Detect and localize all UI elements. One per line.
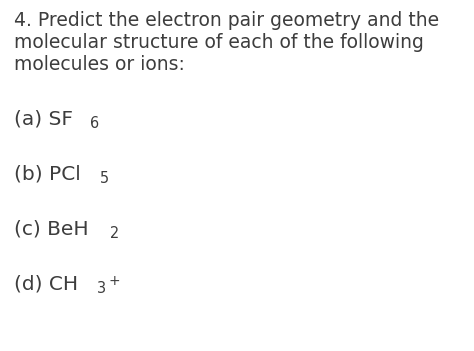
Text: molecular structure of each of the following: molecular structure of each of the follo… (14, 33, 424, 52)
Text: 6: 6 (90, 116, 99, 131)
Text: (c) BeH: (c) BeH (14, 219, 89, 238)
Text: molecules or ions:: molecules or ions: (14, 54, 185, 73)
Text: (b) PCl: (b) PCl (14, 165, 81, 184)
Text: +: + (109, 274, 120, 288)
Text: 3: 3 (97, 281, 106, 296)
Text: (d) CH: (d) CH (14, 274, 78, 293)
Text: 2: 2 (110, 226, 119, 241)
Text: 5: 5 (100, 171, 109, 186)
Text: 4. Predict the electron pair geometry and the: 4. Predict the electron pair geometry an… (14, 11, 439, 29)
Text: (a) SF: (a) SF (14, 110, 73, 128)
